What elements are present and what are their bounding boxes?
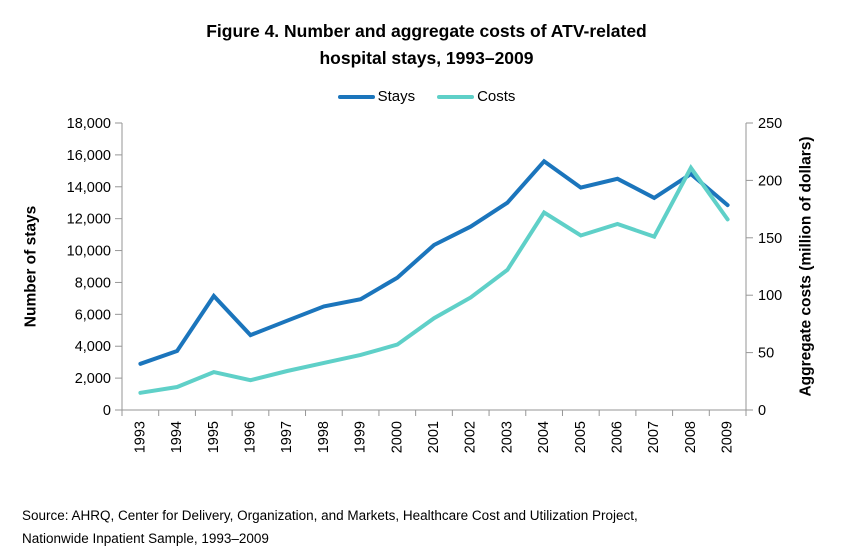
source-note: Source: AHRQ, Center for Delivery, Organ…	[22, 504, 832, 550]
x-axis-tick-label: 1999	[353, 421, 369, 453]
x-axis-tick-label: 2000	[389, 421, 405, 453]
x-axis-tick-label: 1993	[132, 421, 148, 453]
legend-item-costs: Costs	[437, 88, 515, 105]
left-axis-tick-label: 2,000	[75, 371, 111, 387]
costs-line-swatch	[437, 94, 475, 99]
x-axis-tick-label: 1997	[279, 421, 295, 453]
x-axis-tick-label: 2005	[573, 421, 589, 453]
right-axis-title: Aggregate costs (million of dollars)	[798, 136, 815, 396]
right-axis-tick-label: 100	[758, 288, 782, 304]
chart-title-line1: Figure 4. Number and aggregate costs of …	[206, 21, 647, 41]
legend-item-stays: Stays	[337, 88, 416, 105]
right-axis-tick-label: 200	[758, 173, 782, 189]
right-axis-tick-label: 50	[758, 346, 774, 362]
source-note-line2: Nationwide Inpatient Sample, 1993–2009	[22, 531, 269, 546]
x-axis-tick-label: 2008	[683, 421, 699, 453]
left-axis-tick-label: 18,000	[67, 116, 111, 132]
x-axis-tick-label: 1996	[242, 421, 258, 453]
left-axis-tick-label: 8,000	[75, 275, 111, 291]
source-note-line1: Source: AHRQ, Center for Delivery, Organ…	[22, 508, 638, 523]
legend: Stays Costs	[0, 88, 853, 105]
right-axis-tick-label: 250	[758, 116, 782, 132]
costs-line	[138, 164, 730, 395]
x-axis-tick-label: 1995	[206, 421, 222, 453]
left-axis-tick-label: 4,000	[75, 339, 111, 355]
legend-label-stays: Stays	[377, 88, 416, 105]
x-axis-tick-label: 2003	[499, 421, 515, 453]
x-axis-tick-label: 2001	[426, 421, 442, 453]
left-axis-tick-label: 10,000	[67, 244, 111, 260]
left-axis-tick-label: 16,000	[67, 148, 111, 164]
x-axis-tick-label: 1994	[169, 421, 185, 453]
stays-line	[138, 158, 730, 366]
left-axis-title: Number of stays	[23, 206, 40, 327]
legend-label-costs: Costs	[477, 88, 516, 105]
x-axis-tick-label: 2004	[536, 421, 552, 453]
left-axis-tick-label: 14,000	[67, 180, 111, 196]
stays-line-swatch	[337, 94, 375, 99]
left-axis-tick-label: 0	[103, 403, 111, 419]
right-axis-tick-label: 150	[758, 231, 782, 247]
left-axis-tick-label: 6,000	[75, 307, 111, 323]
x-axis-tick-label: 2007	[646, 421, 662, 453]
left-axis-tick-label: 12,000	[67, 212, 111, 228]
x-axis-tick-label: 1998	[316, 421, 332, 453]
chart-title-line2: hospital stays, 1993–2009	[319, 48, 534, 68]
x-axis-tick-label: 2002	[463, 421, 479, 453]
x-axis-tick-label: 2009	[720, 421, 736, 453]
right-axis-tick-label: 0	[758, 403, 766, 419]
chart-title: Figure 4. Number and aggregate costs of …	[0, 18, 853, 72]
x-axis-tick-label: 2006	[610, 421, 626, 453]
